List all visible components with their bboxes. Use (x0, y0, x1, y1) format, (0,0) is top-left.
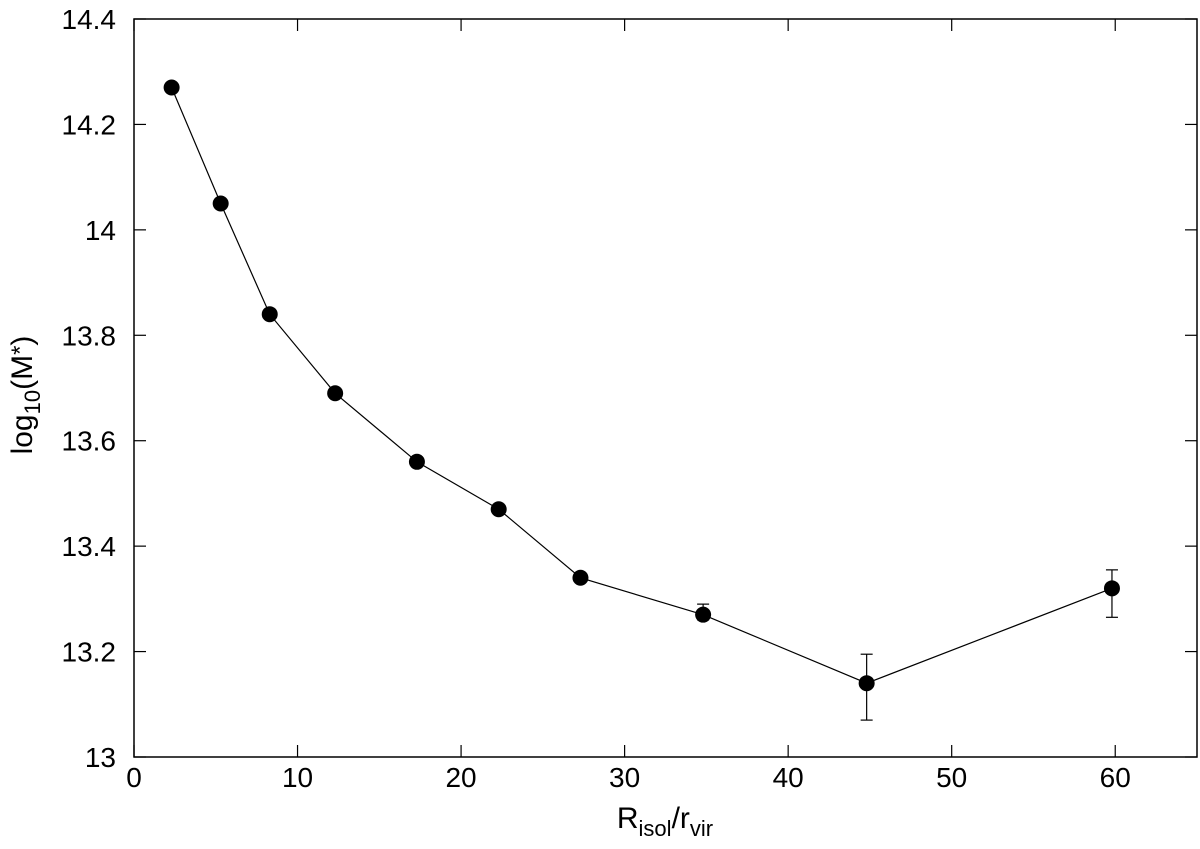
x-tick-label: 40 (773, 762, 804, 793)
y-tick-label: 14.4 (62, 4, 117, 35)
series-line (171, 87, 1113, 684)
y-tick-label: 13 (85, 742, 116, 773)
axes-frame (133, 18, 1198, 758)
y-tick-label: 13.2 (62, 637, 117, 668)
y-tick-label: 13.8 (62, 320, 117, 351)
data-point (408, 453, 425, 470)
x-axis-label: Risol/rvir (617, 802, 713, 841)
data-point (695, 606, 712, 623)
data-point (327, 385, 344, 402)
data-point (572, 569, 589, 586)
x-tick-label: 30 (609, 762, 640, 793)
y-tick-label: 14.2 (62, 109, 117, 140)
x-tick-label: 10 (282, 762, 313, 793)
x-tick-label: 60 (1100, 762, 1131, 793)
data-point (212, 195, 229, 212)
y-tick-label: 13.6 (62, 426, 117, 457)
data-point (1103, 580, 1120, 597)
x-tick-label: 20 (445, 762, 476, 793)
x-tick-label: 0 (126, 762, 142, 793)
x-tick-label: 50 (936, 762, 967, 793)
y-axis-ticks: 13 13.2 13.4 13.6 13.8 14 14.2 14.4 (62, 4, 1197, 773)
series-layer (163, 79, 1120, 721)
data-point (858, 675, 875, 692)
y-tick-label: 14 (85, 215, 116, 246)
y-axis-label: log10(M*) (6, 336, 45, 455)
x-axis-ticks: 0 10 20 30 40 50 60 (126, 19, 1131, 793)
y-tick-label: 13.4 (62, 531, 117, 562)
data-point (163, 79, 180, 96)
data-point (261, 306, 278, 323)
plot-border (133, 18, 1198, 758)
data-point (490, 501, 507, 518)
